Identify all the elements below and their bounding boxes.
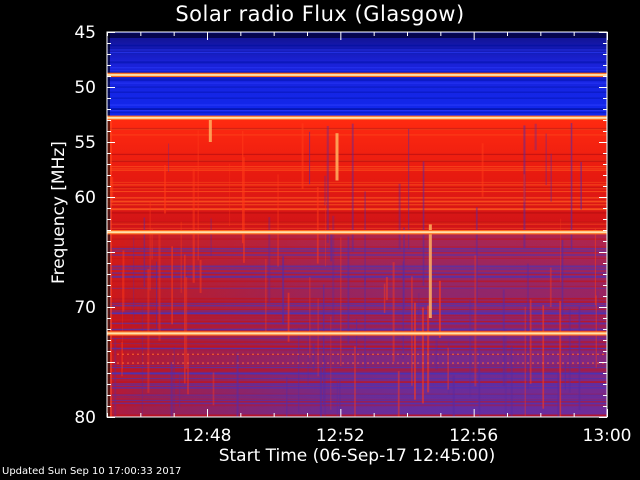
chart-title: Solar radio Flux (Glasgow): [175, 2, 465, 26]
y-tick-label: 60: [74, 188, 96, 208]
interference-line: [107, 332, 607, 335]
interference-line: [107, 116, 607, 119]
axes: 12:48 12:52 12:56 13:00 45 50 55 60 70 80 Start Ti…: [49, 23, 632, 466]
x-tick-label: 12:56: [449, 426, 498, 446]
burst: [208, 117, 212, 142]
plot-area: [107, 32, 607, 417]
updated-timestamp: Updated Sun Sep 10 17:00:33 2017: [2, 466, 182, 477]
plot-frame: [106, 31, 608, 418]
x-tick-label: 12:52: [316, 426, 365, 446]
y-tick-label: 50: [74, 78, 96, 98]
burst: [428, 224, 432, 318]
y-tick-label: 80: [74, 408, 96, 428]
left-edge-gap: [107, 32, 110, 417]
x-axis-label: Start Time (06-Sep-17 12:45:00): [219, 446, 496, 466]
interference-line: [107, 231, 607, 234]
interference-line: [107, 73, 607, 76]
x-tick-label: 12:48: [183, 426, 232, 446]
y-tick-label: 55: [74, 133, 96, 153]
burst: [335, 133, 339, 181]
y-tick-label: 70: [74, 298, 96, 318]
x-tick-label: 13:00: [583, 426, 632, 446]
y-tick-label: 45: [74, 23, 96, 43]
band-top-edge: [107, 32, 607, 38]
y-axis-label: Frequency [MHz]: [49, 141, 69, 284]
